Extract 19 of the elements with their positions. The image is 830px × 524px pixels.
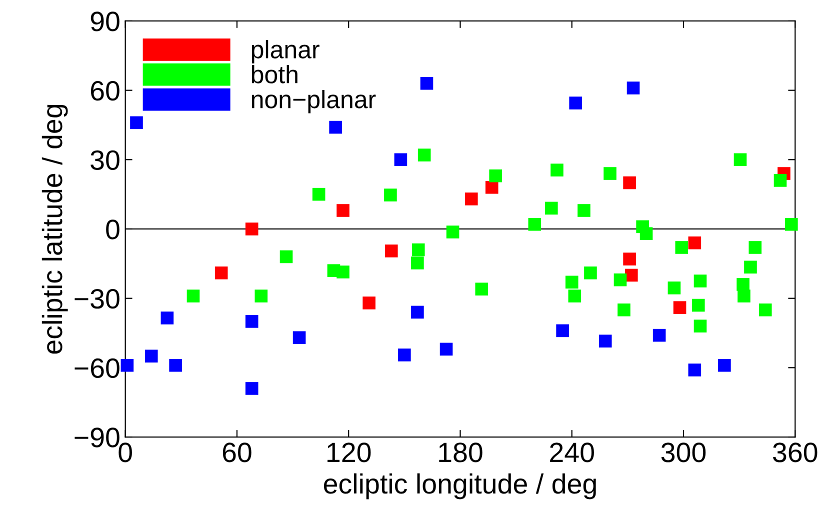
x-tick-label: 0 (118, 442, 132, 462)
y-axis-title: ecliptic latitude / deg (42, 104, 68, 354)
y-tick-label: −90 (74, 428, 120, 448)
x-tick-label: 240 (550, 442, 594, 462)
x-axis-title: ecliptic longitude / deg (324, 473, 596, 500)
legend-label: both (252, 65, 298, 84)
y-tick-label: 60 (90, 80, 120, 101)
x-tick-label: 360 (773, 442, 818, 462)
legend-label: non−planar (252, 90, 376, 114)
x-tick-label: 60 (222, 442, 252, 462)
x-tick-label: 120 (328, 442, 371, 462)
legend-label: planar (252, 40, 320, 64)
y-tick-label: −60 (74, 358, 120, 378)
y-tick-label: 90 (90, 12, 120, 32)
x-tick-label: 180 (439, 442, 482, 462)
y-tick-label: 30 (90, 150, 120, 170)
y-tick-label: −30 (74, 289, 120, 309)
x-tick-label: 300 (661, 442, 706, 462)
y-tick-label: 0 (106, 220, 120, 240)
